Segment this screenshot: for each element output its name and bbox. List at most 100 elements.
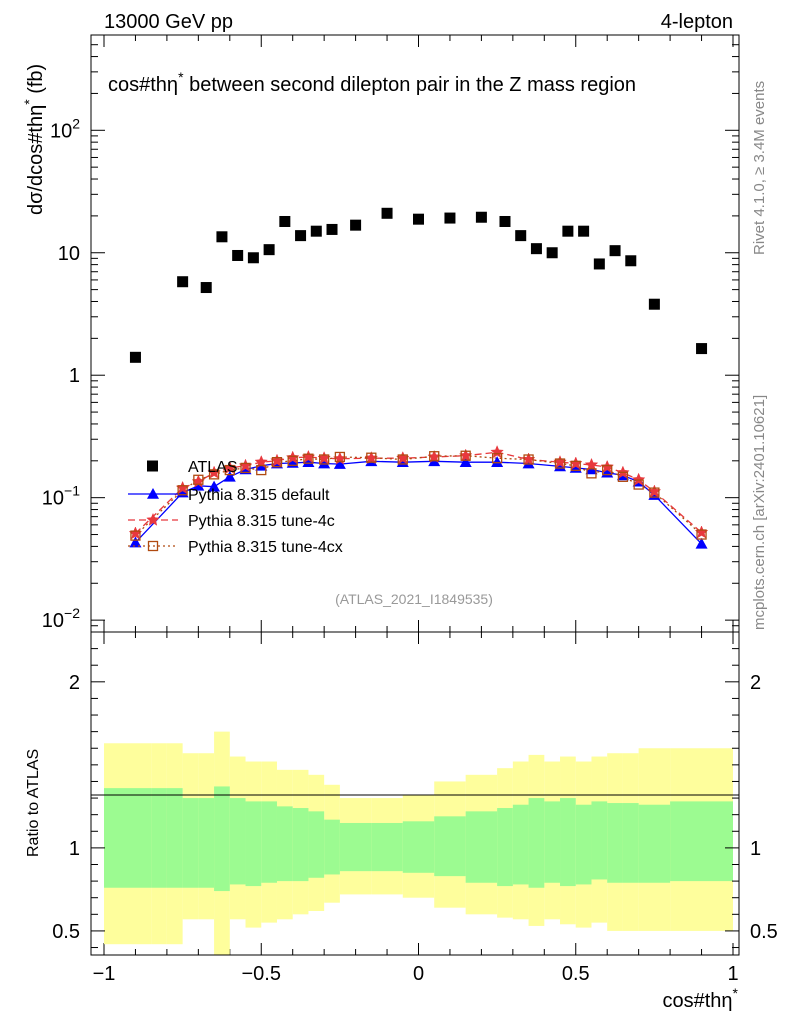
header-left-label: 13000 GeV pp — [104, 11, 233, 33]
legend-label: ATLAS — [188, 459, 238, 476]
ratio-band-inner-bin — [402, 821, 435, 873]
ratio-band-inner-bin — [261, 801, 277, 883]
mc-point-triangle — [129, 536, 142, 548]
atlas-data-point — [381, 207, 393, 219]
mc-point-open-square — [586, 468, 597, 479]
ratio-band-inner-bin — [151, 788, 167, 888]
mc-point-triangle — [695, 537, 708, 549]
plot-title: cos#thη* between second dilepton pair in… — [108, 69, 636, 96]
ratio-band-inner-bin — [560, 798, 576, 887]
ratio-y-axis-label: Ratio to ATLAS — [25, 749, 42, 857]
atlas-data-point — [444, 212, 456, 224]
ratio-band-inner-bin — [104, 788, 152, 888]
legend-marker-open-square — [147, 540, 159, 552]
atlas-data-point — [232, 249, 244, 261]
ratio-band-inner-bin — [465, 811, 498, 883]
atlas-data-point — [475, 211, 487, 223]
ratio-band-inner-bin — [371, 822, 403, 872]
mc-point-open-square — [602, 464, 613, 476]
atlas-data-point — [413, 213, 424, 225]
ratio-band-inner-bin — [324, 819, 340, 875]
mc-point-triangle — [333, 458, 346, 469]
atlas-data-point — [546, 247, 558, 259]
ratio-tick-label-right: 0.5 — [750, 921, 778, 943]
mc-point-open-square — [460, 450, 471, 461]
x-tick-label: 0 — [413, 963, 424, 985]
atlas-data-point — [530, 243, 542, 255]
ratio-band-inner-bin — [622, 803, 639, 883]
header-right-label: 4-lepton — [661, 11, 733, 33]
ratio-band-inner-bin — [214, 786, 230, 892]
mc-point-triangle — [192, 479, 205, 491]
legend-label: Pythia 8.315 default — [188, 487, 330, 504]
mc-point-open-square — [397, 454, 408, 465]
ratio-tick-label: 2 — [69, 672, 80, 694]
y-tick-label: 10 — [58, 243, 80, 265]
legend: ATLAS Pythia 8.315 default Pythia 8.315 tu… — [128, 459, 343, 556]
ratio-tick-label: 0.5 — [52, 921, 80, 943]
mc-point-open-square — [366, 452, 377, 463]
atlas-data-point — [625, 255, 637, 267]
mc-point-open-square — [208, 469, 220, 480]
mc-point-triangle — [459, 456, 472, 467]
analysis-tag: (ATLAS_2021_I1849535) — [335, 591, 493, 607]
atlas-data-point — [350, 219, 362, 231]
mc-point-open-square — [696, 529, 707, 540]
mc-point-star — [584, 457, 599, 471]
ratio-panel: 0.5 0.5 1 1 2 2 — [52, 631, 778, 956]
mc-point-open-square — [303, 453, 314, 464]
mc-point-triangle — [147, 488, 159, 499]
x-axis-label: cos#thη* — [662, 985, 738, 1012]
x-tick-label: −0.5 — [242, 963, 281, 985]
ratio-tick-label-right: 2 — [750, 672, 761, 694]
atlas-data-point — [129, 351, 141, 363]
atlas-data-point — [609, 245, 621, 257]
mc-point-open-square — [130, 530, 141, 541]
ratio-band-inner-bin — [182, 798, 199, 888]
mc-point-star — [146, 512, 160, 526]
mc-point-open-square — [318, 454, 330, 465]
mc-point-open-square — [334, 451, 346, 463]
mc-point-open-square — [491, 453, 503, 464]
ratio-band-inner-bin — [276, 806, 293, 882]
mc-point-open-square — [617, 471, 629, 482]
mc-point-triangle — [302, 456, 315, 467]
y-tick-label: 102 — [50, 115, 80, 142]
ratio-band-inner-bin — [591, 801, 608, 880]
atlas-data-point — [648, 298, 660, 310]
atlas-data-point — [177, 276, 189, 288]
ratio-band-inner-bin — [512, 804, 529, 885]
mc-point-open-square — [256, 464, 267, 476]
x-tick-label: 0.5 — [562, 963, 590, 985]
mc-point-open-square — [429, 451, 440, 462]
ratio-band-inner-bin — [308, 811, 325, 878]
mc-point-open-square — [193, 474, 204, 485]
mc-series-line — [134, 451, 702, 534]
ratio-band-inner-bin — [434, 816, 466, 877]
atlas-data-point — [310, 225, 322, 237]
y-tick-label: 10−2 — [42, 605, 80, 632]
mc-point-triangle — [318, 457, 331, 469]
atlas-data-point — [279, 215, 291, 227]
mc-point-triangle — [522, 457, 535, 469]
ratio-tick-label: 1 — [69, 838, 80, 860]
mc-point-open-square — [649, 487, 660, 498]
atlas-data-point — [295, 230, 307, 242]
y-tick-label: 1 — [69, 365, 80, 387]
legend-label: Pythia 8.315 tune-4cx — [188, 539, 343, 556]
mc-point-open-square — [287, 455, 298, 466]
atlas-data-point — [578, 225, 590, 237]
ratio-band-inner-bin — [229, 798, 246, 885]
atlas-data-point — [326, 223, 338, 235]
ratio-band-inner-bin — [166, 788, 183, 888]
atlas-data-point — [247, 252, 259, 264]
mc-point-star — [285, 450, 300, 464]
mc-point-open-square — [554, 458, 566, 469]
mc-point-star — [490, 445, 504, 459]
mcplots-label: mcplots.cern.ch [arXiv:2401.10621] — [751, 395, 768, 630]
legend-label: Pythia 8.315 tune-4c — [188, 513, 335, 530]
x-tick-label: −1 — [93, 963, 116, 985]
ratio-band-inner-bin — [528, 798, 545, 888]
ratio-band-inner-bin — [339, 822, 372, 872]
